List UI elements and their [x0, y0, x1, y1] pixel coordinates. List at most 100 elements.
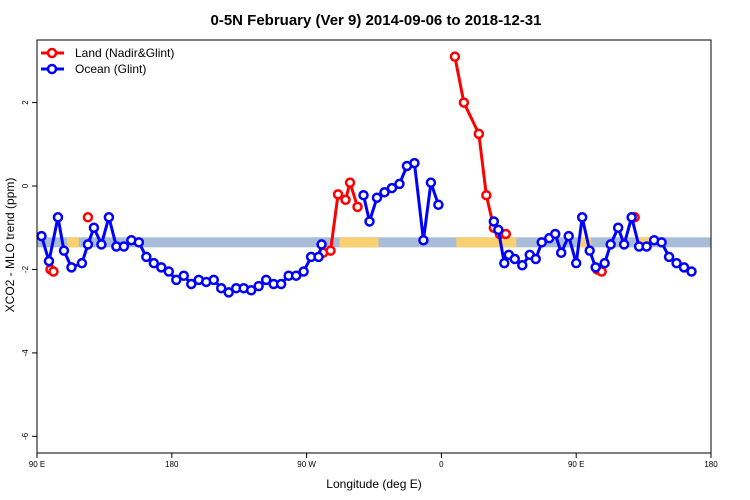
- series-segment: [56, 217, 66, 251]
- data-point: [584, 245, 595, 256]
- data-point: [352, 201, 363, 213]
- plot-frame: [36, 39, 712, 454]
- data-point: [96, 239, 107, 250]
- data-point: [536, 237, 548, 248]
- data-point: [36, 230, 47, 242]
- series-segment: [453, 56, 466, 103]
- data-point: [290, 270, 302, 281]
- data-point: [379, 187, 390, 198]
- data-point: [245, 285, 257, 296]
- data-point: [394, 178, 405, 190]
- data-point: [66, 262, 77, 273]
- series-ocean: [36, 157, 697, 298]
- chart-title: 0-5N February (Ver 9) 2014-09-06 to 2018…: [210, 12, 541, 29]
- data-point: [371, 192, 383, 203]
- data-point: [223, 287, 234, 298]
- legend: Land (Nadir&Glint) Ocean (Glint): [41, 46, 174, 76]
- data-point: [418, 234, 429, 246]
- data-point: [576, 212, 588, 223]
- series-segment: [412, 162, 425, 241]
- series-layer: [36, 51, 697, 298]
- y-tick-label: -2: [21, 265, 30, 273]
- x-tick-label: 90 E: [29, 460, 45, 469]
- data-point: [358, 189, 369, 201]
- data-point: [686, 266, 697, 277]
- legend-land-label: Land (Nadir&Glint): [75, 46, 174, 60]
- data-point: [549, 228, 561, 240]
- series-segment: [496, 229, 506, 264]
- data-point: [325, 245, 336, 256]
- data-point: [409, 157, 420, 169]
- data-point: [612, 222, 624, 233]
- data-point: [186, 278, 197, 290]
- data-point: [481, 189, 492, 201]
- y-axis-label: XCO2 - MLO trend (ppm): [3, 178, 17, 313]
- data-point: [425, 177, 437, 188]
- series-segment: [329, 194, 340, 251]
- series-segment: [580, 216, 592, 252]
- data-point: [500, 228, 512, 240]
- data-point: [316, 239, 327, 250]
- x-tick-label: 180: [704, 460, 718, 469]
- data-point: [555, 247, 567, 259]
- series-segment: [574, 217, 584, 264]
- land-band-segment: [66, 237, 79, 248]
- data-point: [656, 237, 667, 248]
- series-segment: [47, 216, 60, 262]
- land-band-segment: [339, 237, 379, 248]
- data-point: [163, 266, 175, 277]
- y-tick-label: -4: [21, 349, 30, 357]
- y-tick-label: 2: [21, 100, 30, 105]
- data-point: [599, 257, 610, 269]
- data-point: [82, 239, 94, 250]
- data-point: [590, 262, 601, 273]
- data-point: [433, 199, 444, 211]
- data-point: [364, 216, 375, 227]
- data-point: [48, 266, 59, 277]
- legend-ocean-marker: [46, 63, 58, 75]
- data-point: [148, 257, 160, 269]
- data-point: [43, 255, 55, 267]
- x-tick-label: 0: [439, 460, 444, 469]
- series-segment: [462, 101, 481, 135]
- data-point: [570, 257, 582, 269]
- data-point: [340, 194, 351, 206]
- data-point: [260, 274, 272, 286]
- data-point: [499, 257, 510, 269]
- data-point: [171, 274, 182, 286]
- series-segment: [477, 133, 488, 196]
- data-point: [626, 212, 637, 223]
- data-point: [473, 128, 485, 140]
- x-axis-label: Longitude (deg E): [326, 477, 421, 491]
- y-axis: 2 0 -2 -4 -6: [21, 100, 37, 440]
- x-tick-label: 90 W: [297, 460, 316, 469]
- x-tick-label: 180: [165, 460, 179, 469]
- land-band-segment: [456, 237, 517, 248]
- y-tick-label: 0: [21, 183, 30, 188]
- data-point: [344, 177, 356, 188]
- data-point: [118, 241, 130, 252]
- data-point: [493, 224, 504, 236]
- legend-ocean-label: Ocean (Glint): [75, 62, 146, 76]
- data-point: [52, 212, 64, 223]
- data-point: [82, 212, 94, 223]
- data-point: [517, 260, 528, 271]
- y-tick-label: -6: [21, 432, 30, 440]
- data-point: [103, 212, 115, 223]
- data-point: [88, 222, 100, 233]
- data-point: [641, 241, 652, 252]
- data-point: [298, 266, 309, 277]
- data-point: [58, 245, 70, 256]
- data-point: [509, 253, 521, 265]
- data-point: [133, 237, 145, 248]
- data-point: [275, 278, 287, 290]
- data-point: [618, 239, 630, 250]
- data-point: [215, 282, 227, 294]
- data-point: [605, 239, 616, 250]
- data-point: [449, 51, 461, 62]
- series-segment: [421, 182, 433, 241]
- data-point: [313, 251, 324, 263]
- x-axis: 90 E 180 90 W 0 90 E 180: [29, 453, 718, 469]
- land-band-segment: [579, 237, 592, 248]
